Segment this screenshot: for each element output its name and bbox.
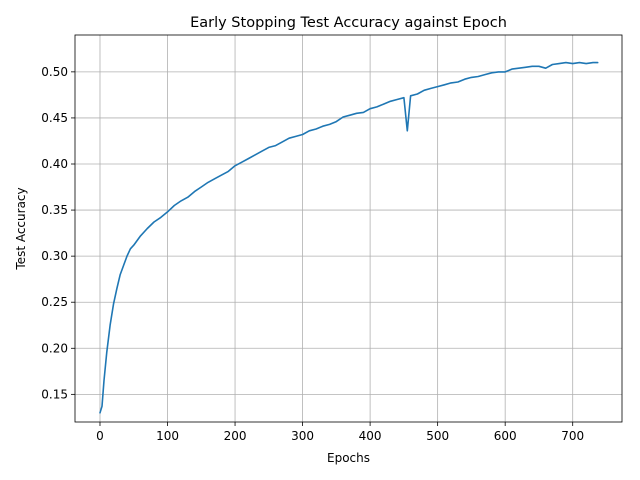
x-tick-label: 0 [96,429,104,443]
y-tick-label: 0.15 [41,387,68,401]
series-layer [99,61,599,414]
chart-title: Early Stopping Test Accuracy against Epo… [190,15,507,31]
y-tick-label: 0.35 [41,203,68,217]
y-tick-label: 0.20 [41,341,68,355]
x-tick-label: 400 [359,429,382,443]
y-axis-title: Test Accuracy [14,187,28,270]
y-tick-label: 0.25 [41,295,68,309]
y-tick-label: 0.40 [41,157,68,171]
x-tick-labels: 0 100 200 300 400 500 600 700 [96,429,584,443]
series-line [99,61,599,414]
x-tick-label: 700 [561,429,584,443]
x-tick-label: 100 [156,429,179,443]
x-tick-label: 600 [494,429,517,443]
plot-frame [74,34,623,423]
y-tick-labels: 0.15 0.20 0.25 0.30 0.35 0.40 0.45 0.50 [41,65,68,402]
x-tick-label: 500 [426,429,449,443]
x-tick-label: 200 [224,429,247,443]
y-tick-label: 0.45 [41,111,68,125]
tick-marks [71,71,574,426]
y-tick-label: 0.30 [41,249,68,263]
grid-lines [75,35,622,422]
y-tick-label: 0.50 [41,65,68,79]
x-axis-title: Epochs [327,451,370,465]
x-tick-label: 300 [291,429,314,443]
